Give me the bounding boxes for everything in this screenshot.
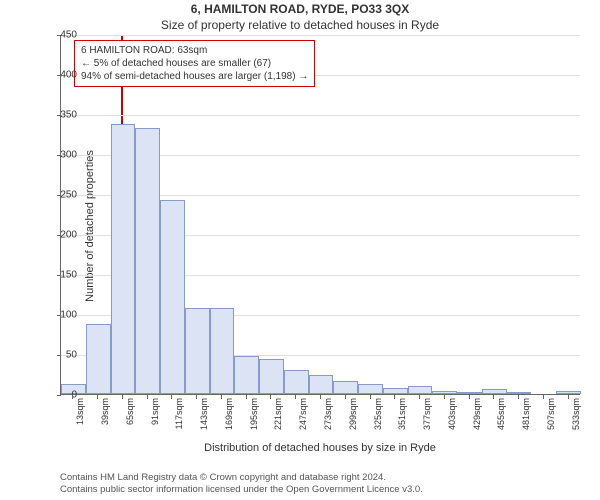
plot-area — [60, 35, 580, 395]
xtick-mark — [568, 395, 569, 399]
xtick-mark — [72, 395, 73, 399]
gridline — [61, 115, 580, 116]
xtick-label: 429sqm — [472, 398, 482, 430]
ytick-label: 250 — [47, 190, 77, 201]
xtick-mark — [122, 395, 123, 399]
bar — [482, 389, 507, 394]
footer-line1: Contains HM Land Registry data © Crown c… — [60, 472, 580, 484]
xtick-mark — [295, 395, 296, 399]
bar — [507, 392, 532, 394]
xtick-label: 195sqm — [249, 398, 259, 430]
gridline — [61, 35, 580, 36]
callout-box: 6 HAMILTON ROAD: 63sqm ← 5% of detached … — [74, 40, 315, 87]
xtick-mark — [320, 395, 321, 399]
bar — [135, 128, 160, 394]
ytick-label: 150 — [47, 270, 77, 281]
ytick-label: 100 — [47, 310, 77, 321]
xtick-label: 299sqm — [348, 398, 358, 430]
xtick-mark — [196, 395, 197, 399]
ytick-label: 450 — [47, 30, 77, 41]
xtick-label: 13sqm — [75, 398, 85, 425]
xtick-label: 325sqm — [373, 398, 383, 430]
chart-title: Size of property relative to detached ho… — [0, 18, 600, 32]
callout-line3: 94% of semi-detached houses are larger (… — [81, 70, 308, 83]
xtick-label: 221sqm — [273, 398, 283, 430]
bar — [111, 124, 136, 394]
bar — [408, 386, 433, 394]
bar — [284, 370, 309, 394]
xtick-label: 91sqm — [150, 398, 160, 425]
bar — [259, 359, 284, 394]
bar — [234, 356, 259, 394]
xtick-mark — [394, 395, 395, 399]
bar — [432, 391, 457, 394]
bar — [309, 375, 334, 394]
xtick-mark — [419, 395, 420, 399]
xtick-label: 65sqm — [125, 398, 135, 425]
xtick-mark — [97, 395, 98, 399]
callout-line1: 6 HAMILTON ROAD: 63sqm — [81, 44, 308, 57]
xtick-mark — [345, 395, 346, 399]
xtick-label: 481sqm — [521, 398, 531, 430]
ytick-label: 350 — [47, 110, 77, 121]
footer-line2: Contains public sector information licen… — [60, 484, 580, 496]
xtick-label: 507sqm — [546, 398, 556, 430]
xtick-label: 169sqm — [224, 398, 234, 430]
xtick-mark — [444, 395, 445, 399]
bar — [86, 324, 111, 394]
xtick-label: 247sqm — [298, 398, 308, 430]
xtick-mark — [469, 395, 470, 399]
xtick-mark — [493, 395, 494, 399]
xtick-label: 351sqm — [397, 398, 407, 430]
xtick-label: 377sqm — [422, 398, 432, 430]
xtick-mark — [270, 395, 271, 399]
bar — [160, 200, 185, 394]
ytick-label: 50 — [47, 350, 77, 361]
xtick-label: 143sqm — [199, 398, 209, 430]
xtick-mark — [221, 395, 222, 399]
xtick-label: 455sqm — [496, 398, 506, 430]
xtick-mark — [246, 395, 247, 399]
xtick-mark — [171, 395, 172, 399]
xtick-label: 117sqm — [174, 398, 184, 429]
xtick-mark — [370, 395, 371, 399]
bar — [457, 392, 482, 394]
bar — [358, 384, 383, 394]
ytick-label: 200 — [47, 230, 77, 241]
footer: Contains HM Land Registry data © Crown c… — [60, 472, 580, 496]
xtick-label: 273sqm — [323, 398, 333, 430]
bar — [210, 308, 235, 394]
xtick-mark — [518, 395, 519, 399]
chart-supertitle: 6, HAMILTON ROAD, RYDE, PO33 3QX — [0, 2, 600, 16]
bar — [556, 391, 581, 394]
x-axis-label: Distribution of detached houses by size … — [60, 442, 580, 454]
bar — [383, 388, 408, 394]
bar — [333, 381, 358, 394]
xtick-mark — [543, 395, 544, 399]
xtick-label: 403sqm — [447, 398, 457, 430]
ytick-label: 400 — [47, 70, 77, 81]
xtick-label: 533sqm — [571, 398, 581, 430]
xtick-label: 39sqm — [100, 398, 110, 425]
ytick-label: 300 — [47, 150, 77, 161]
callout-line2: ← 5% of detached houses are smaller (67) — [81, 57, 308, 70]
bar — [185, 308, 210, 394]
xtick-mark — [147, 395, 148, 399]
